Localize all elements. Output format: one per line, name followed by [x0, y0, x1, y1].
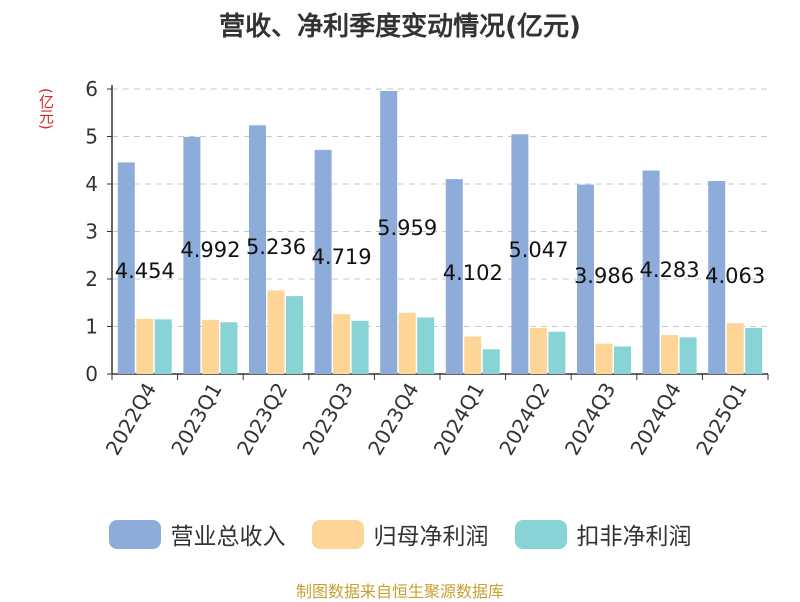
bar-deducted-profit	[482, 349, 500, 374]
bar-deducted-profit	[745, 327, 763, 374]
bar-revenue	[577, 184, 594, 374]
legend-swatch-revenue	[108, 519, 161, 549]
bar-net-profit	[661, 335, 679, 374]
data-source-note: 制图数据来自恒生聚源数据库	[295, 582, 504, 601]
bar-net-profit	[201, 319, 219, 374]
data-label: 5.047	[508, 238, 568, 262]
data-label: 5.236	[246, 235, 306, 259]
bar-revenue	[117, 162, 135, 374]
bar-net-profit	[136, 318, 154, 374]
chart-legend: 营业总收入 归母净利润 扣非净利润	[0, 517, 800, 551]
bar-net-profit	[464, 336, 482, 374]
bar-deducted-profit	[548, 331, 566, 374]
data-label: 4.719	[312, 245, 372, 269]
y-tick-label: 6	[85, 77, 98, 101]
x-tick-label: 2022Q4	[101, 379, 161, 460]
bar-revenue	[708, 181, 726, 374]
bar-revenue	[511, 134, 529, 374]
y-tick-label: 3	[85, 220, 98, 244]
bar-revenue	[183, 136, 201, 374]
bar-deducted-profit	[351, 320, 369, 374]
y-tick-label: 4	[85, 172, 98, 196]
bar-revenue	[314, 149, 332, 374]
bar-revenue	[380, 90, 398, 374]
data-label: 4.102	[443, 261, 503, 285]
bar-net-profit	[267, 290, 285, 374]
bar-deducted-profit	[614, 346, 631, 374]
y-tick-label: 2	[85, 267, 98, 291]
x-tick-label: 2024Q4	[625, 379, 685, 460]
bar-deducted-profit	[417, 317, 435, 374]
x-tick-label: 2024Q1	[429, 379, 489, 460]
bar-revenue	[445, 179, 463, 374]
bar-deducted-profit	[220, 322, 238, 374]
data-label: 3.986	[574, 264, 634, 288]
bar-deducted-profit	[286, 296, 303, 374]
legend-swatch-deducted-profit	[514, 519, 567, 549]
bar-deducted-profit	[154, 319, 172, 374]
x-tick-label: 2023Q3	[297, 379, 357, 460]
chart-title: 营收、净利季度变动情况(亿元)	[219, 12, 581, 42]
data-label: 4.454	[115, 259, 175, 283]
legend-item-net-profit[interactable]: 归母净利润	[311, 517, 489, 551]
data-label: 4.992	[180, 238, 240, 262]
legend-swatch-net-profit	[311, 519, 364, 549]
legend-item-revenue[interactable]: 营业总收入	[108, 517, 286, 551]
y-axis-unit-label: (亿元)	[37, 88, 55, 130]
x-tick-label: 2023Q2	[232, 379, 292, 460]
legend-label-deducted-profit: 扣非净利润	[576, 524, 692, 550]
y-tick-label: 0	[85, 362, 98, 386]
bar-revenue	[249, 125, 266, 374]
legend-item-deducted-profit[interactable]: 扣非净利润	[514, 517, 692, 551]
bar-net-profit	[595, 343, 613, 374]
data-label: 4.283	[640, 258, 700, 282]
x-tick-label: 2024Q2	[494, 379, 554, 460]
bar-net-profit	[398, 312, 416, 374]
legend-label-revenue: 营业总收入	[170, 524, 286, 550]
bar-net-profit	[529, 327, 547, 374]
x-tick-label: 2023Q4	[363, 379, 423, 460]
x-tick-label: 2024Q3	[560, 379, 620, 460]
bar-revenue	[642, 170, 660, 374]
y-tick-label: 1	[85, 315, 98, 339]
legend-label-net-profit: 归母净利润	[373, 524, 489, 550]
y-tick-label: 5	[85, 125, 98, 149]
bar-net-profit	[726, 323, 744, 374]
data-label: 4.063	[705, 264, 765, 288]
bar-net-profit	[333, 314, 351, 374]
bar-deducted-profit	[679, 337, 697, 374]
x-tick-label: 2023Q1	[166, 379, 226, 460]
x-tick-label: 2025Q1	[691, 379, 751, 460]
data-label: 5.959	[377, 216, 437, 240]
